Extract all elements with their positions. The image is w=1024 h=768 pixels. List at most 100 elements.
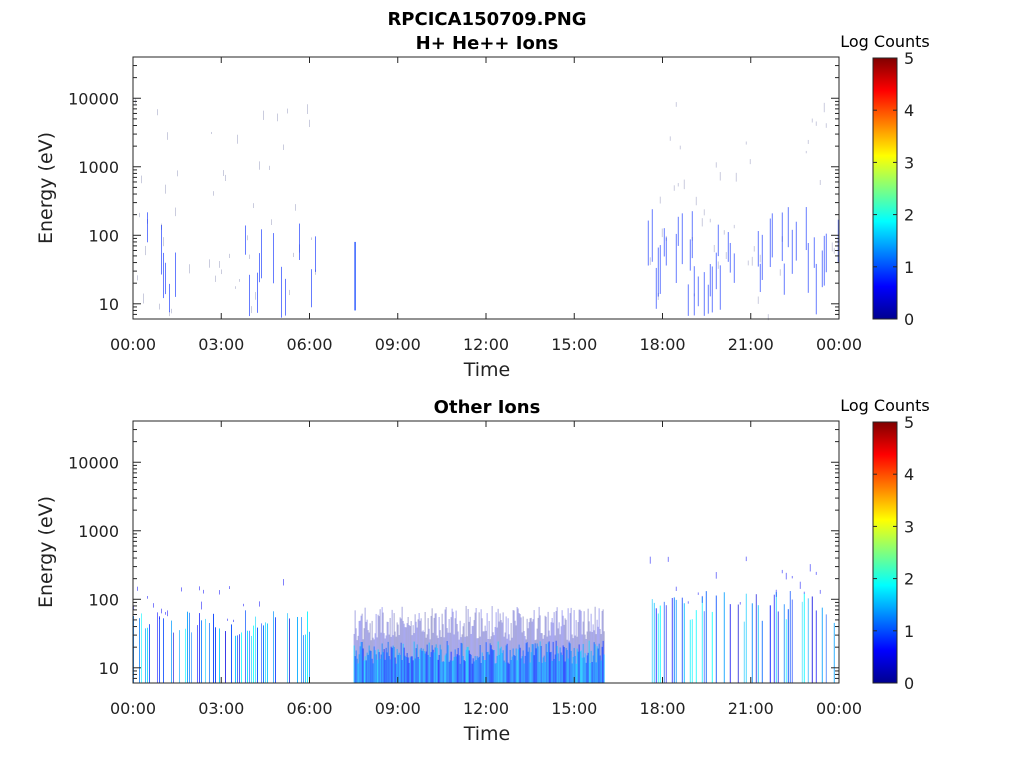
count-bin	[177, 170, 178, 177]
count-bin	[711, 266, 713, 313]
count-bin	[358, 654, 360, 683]
count-bin	[713, 244, 715, 253]
panel-2-colorbar: Log Counts 0 1 2 3 4 5	[840, 396, 930, 693]
y-tick-label: 1000	[78, 522, 119, 541]
count-bin	[189, 612, 190, 683]
y-tick-label: 10	[99, 295, 119, 314]
count-bin	[599, 629, 601, 656]
count-bin	[378, 616, 380, 653]
count-bin	[701, 596, 703, 683]
count-bin	[438, 655, 440, 683]
count-bin	[283, 579, 284, 586]
count-bin	[525, 639, 527, 644]
count-bin	[241, 632, 242, 683]
count-bin	[297, 616, 298, 683]
count-bin	[229, 253, 230, 258]
count-bin	[379, 609, 381, 659]
count-bin	[557, 653, 559, 683]
count-bin	[542, 638, 544, 658]
count-bin	[161, 225, 162, 275]
count-bin	[460, 642, 462, 683]
count-bin	[560, 626, 562, 653]
count-bin	[147, 627, 148, 683]
count-bin	[510, 623, 512, 660]
count-bin	[362, 648, 364, 683]
count-bin	[231, 624, 232, 683]
count-bin	[705, 591, 707, 683]
count-bin	[534, 643, 536, 683]
count-bin	[823, 235, 825, 286]
count-bin	[437, 659, 439, 683]
count-bin	[295, 204, 296, 211]
count-bin	[697, 592, 699, 595]
count-bin	[815, 263, 817, 315]
count-bin	[371, 658, 373, 683]
x-tick-label: 00:00	[110, 335, 156, 354]
count-bin	[541, 662, 543, 683]
count-bin	[799, 581, 801, 589]
count-bin	[489, 639, 491, 644]
count-bin	[539, 615, 541, 642]
count-bin	[505, 645, 507, 683]
count-bin	[487, 638, 489, 652]
panel-2-colorbar-gradient	[872, 421, 898, 684]
count-bin	[591, 632, 593, 662]
count-bin	[562, 615, 564, 646]
count-bin	[717, 261, 719, 269]
count-bin	[439, 630, 441, 645]
count-bin	[423, 651, 425, 683]
count-bin	[537, 646, 539, 683]
count-bin	[495, 612, 497, 664]
count-bin	[480, 609, 482, 663]
count-bin	[277, 113, 278, 122]
count-bin	[450, 617, 452, 652]
y-tick-label: 10000	[68, 89, 119, 108]
count-bin	[709, 264, 711, 297]
count-bin	[506, 638, 508, 644]
count-bin	[364, 656, 366, 683]
count-bin	[372, 637, 374, 664]
count-bin	[169, 311, 170, 317]
count-bin	[205, 618, 206, 683]
count-bin	[377, 649, 379, 683]
count-bin	[462, 655, 464, 683]
count-bin	[539, 641, 541, 683]
colorbar-tick-label: 0	[904, 310, 914, 329]
count-bin	[175, 207, 176, 217]
count-bin	[502, 612, 504, 651]
count-bin	[357, 663, 359, 683]
count-bin	[523, 631, 525, 664]
count-bin	[821, 250, 823, 288]
colorbar-tick-label: 4	[904, 465, 914, 484]
count-bin	[655, 267, 657, 309]
count-bin	[500, 620, 502, 647]
count-bin	[777, 611, 779, 683]
count-bin	[368, 632, 370, 646]
count-bin	[465, 605, 467, 650]
count-bin	[587, 652, 589, 683]
count-bin	[368, 645, 370, 683]
count-bin	[582, 643, 584, 683]
count-bin	[443, 661, 445, 683]
y-tick-label: 1000	[78, 158, 119, 177]
count-bin	[454, 649, 456, 683]
count-bin	[689, 619, 691, 683]
count-bin	[675, 102, 677, 107]
count-bin	[781, 569, 783, 574]
count-bin	[392, 645, 394, 683]
count-bin	[454, 618, 456, 650]
count-bin	[547, 642, 549, 683]
count-bin	[823, 102, 825, 113]
count-bin	[472, 625, 474, 659]
count-bin	[418, 613, 420, 659]
count-bin	[573, 610, 575, 648]
count-bin	[414, 658, 416, 683]
count-bin	[673, 597, 675, 683]
count-bin	[249, 630, 250, 683]
count-bin	[554, 635, 556, 655]
count-bin	[201, 601, 202, 610]
count-bin	[572, 638, 574, 657]
count-bin	[263, 110, 264, 120]
count-bin	[603, 654, 605, 683]
count-bin	[492, 650, 494, 683]
